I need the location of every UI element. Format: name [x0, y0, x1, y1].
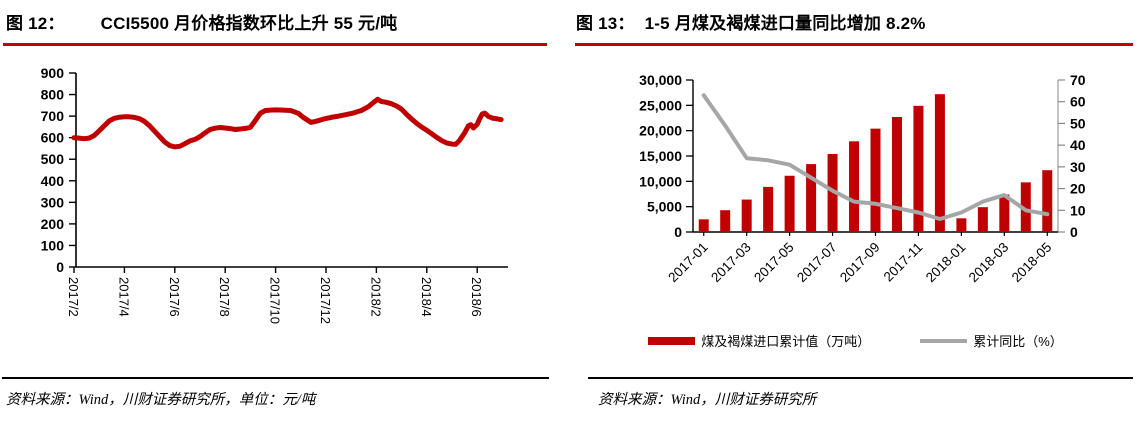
cci5500-series-line [71, 96, 504, 150]
figure-13: 图 13： 1-5 月煤及褐煤进口量同比增加 8.2% 0 5,000 10,000 1… [570, 0, 1141, 424]
x-tick-label: 2018-01 [923, 240, 969, 286]
y-right-tick-label: 20 [1070, 181, 1086, 197]
source-note: 资料来源：Wind，川财证券研究所，单位：元/吨 [6, 392, 316, 408]
coal-import-bar-line-chart: 0 5,000 10,000 15,000 20,000 25,000 30,000 0 10 2… [639, 72, 1086, 285]
source-note: 资料来源：Wind，川财证券研究所 [598, 392, 817, 408]
y-right-tick-label: 50 [1070, 115, 1086, 131]
figure-12: 图 12： CCI5500 月价格指数环比上升 55 元/吨 0 100 200 300… [0, 0, 570, 424]
x-tick-label: 2018-03 [966, 240, 1012, 286]
yoy-series-line [701, 93, 1050, 221]
footer-rule [588, 377, 1133, 379]
y-tick-label: 400 [41, 173, 65, 189]
y-tick-label: 300 [41, 194, 65, 210]
y-right-tick-label: 60 [1070, 94, 1086, 110]
bar-2018-03 [999, 194, 1010, 232]
y-left-tick-label: 15,000 [639, 148, 682, 164]
bar-2018-02 [977, 207, 988, 232]
y-tick-label: 100 [41, 237, 65, 253]
bar-2017-10 [891, 116, 902, 232]
x-tick-label: 2017-11 [881, 240, 926, 285]
x-tick-label: 2018-05 [1009, 240, 1055, 286]
y-right-tick-label: 10 [1070, 202, 1086, 218]
y-left-tick-label: 25,000 [639, 97, 682, 113]
bar-2018-04 [1020, 182, 1031, 232]
y-left-tick-label: 30,000 [639, 72, 682, 88]
x-tick-label: 2017/4 [116, 277, 131, 317]
bar-2017-04 [763, 186, 774, 232]
line-series-swatch-icon [920, 338, 968, 343]
chart-legend: 煤及褐煤进口累计值（万吨） 累计同比（%） [570, 331, 1141, 350]
cci5500-line-chart: 0 100 200 300 400 500 600 700 800 900 2017/2 2017/4… [41, 65, 508, 324]
y-tick-label: 700 [41, 108, 65, 124]
title-underline-rule [3, 43, 547, 46]
x-tick-label: 2017/2 [66, 277, 81, 317]
bar-2017-01 [698, 219, 709, 232]
bar-2018-05 [1042, 170, 1053, 232]
x-tick-label: 2017/10 [268, 277, 283, 324]
import-bars [698, 94, 1053, 232]
figure-12-title: 图 12： CCI5500 月价格指数环比上升 55 元/吨 [6, 9, 397, 34]
figure-12-number: 图 12： [6, 14, 65, 33]
y-tick-label: 800 [41, 87, 65, 103]
y-right-tick-label: 70 [1070, 72, 1086, 88]
bar-2017-03 [741, 199, 752, 232]
x-tick-label: 2018/4 [419, 277, 434, 317]
figure-13-title: 图 13： 1-5 月煤及褐煤进口量同比增加 8.2% [576, 9, 926, 34]
title-underline-rule [575, 43, 1133, 46]
x-tick-label: 2018/6 [469, 277, 484, 317]
x-tick-label: 2018/2 [368, 277, 383, 317]
plot-area: 0 100 200 300 400 500 600 700 800 900 2017/2 2017/4… [41, 65, 508, 324]
y-tick-label: 900 [41, 65, 65, 81]
x-tick-label: 2017-03 [708, 240, 754, 286]
y-right-tick-label: 30 [1070, 159, 1086, 175]
bar-2017-02 [720, 210, 731, 232]
legend-bar-label: 煤及褐煤进口累计值（万吨） [701, 334, 871, 349]
figure-12-caption: CCI5500 月价格指数环比上升 55 元/吨 [100, 14, 398, 33]
x-tick-label: 2017-07 [794, 240, 840, 286]
bar-2017-08 [849, 141, 860, 232]
legend-line-label: 累计同比（%） [973, 334, 1063, 349]
bar-2018-01 [956, 218, 967, 232]
bar-2017-11 [913, 105, 924, 232]
x-tick-label: 2017-09 [837, 240, 883, 286]
bar-2017-07 [827, 153, 838, 232]
footer-rule [2, 377, 549, 379]
y-tick-label: 500 [41, 151, 65, 167]
x-tick-label: 2017-05 [751, 240, 797, 286]
plot-area: 0 5,000 10,000 15,000 20,000 25,000 30,000 0 10 2… [639, 72, 1086, 285]
bar-series-swatch-icon [648, 336, 696, 345]
y-tick-label: 0 [56, 259, 64, 275]
y-left-tick-label: 5,000 [647, 199, 682, 215]
bar-2017-05 [784, 175, 795, 232]
x-tick-label: 2017/6 [167, 277, 182, 317]
y-left-tick-label: 0 [674, 224, 682, 240]
figure-13-number: 图 13： [576, 14, 635, 33]
y-left-tick-label: 20,000 [639, 123, 682, 139]
y-right-tick-label: 0 [1070, 224, 1078, 240]
x-tick-label: 2017/12 [318, 277, 333, 324]
y-tick-label: 600 [41, 130, 65, 146]
legend-item-line-series: 累计同比（%） [920, 331, 1063, 350]
bar-2017-12 [934, 94, 945, 232]
bar-2017-09 [870, 128, 881, 232]
legend-item-bar-series: 煤及褐煤进口累计值（万吨） [648, 331, 870, 350]
bar-2017-06 [806, 164, 817, 232]
y-tick-label: 200 [41, 216, 65, 232]
x-tick-label: 2017-01 [665, 240, 711, 286]
figure-13-caption: 1-5 月煤及褐煤进口量同比增加 8.2% [644, 14, 926, 33]
y-left-tick-label: 10,000 [639, 173, 682, 189]
x-tick-label: 2017/8 [217, 277, 232, 317]
y-right-tick-label: 40 [1070, 137, 1086, 153]
